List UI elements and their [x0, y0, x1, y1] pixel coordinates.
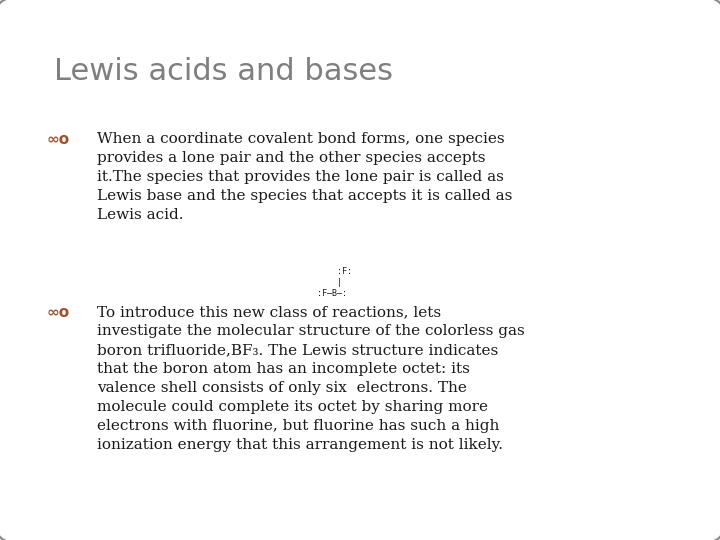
- Text: Lewis acids and bases: Lewis acids and bases: [54, 57, 393, 86]
- Text: When a coordinate covalent bond forms, one species
provides a lone pair and the : When a coordinate covalent bond forms, o…: [97, 132, 513, 222]
- Text: To introduce this new class of reactions, lets
investigate the molecular structu: To introduce this new class of reactions…: [97, 305, 525, 452]
- Text: ∞o: ∞o: [47, 132, 70, 147]
- Text: :F:
    |
:F—B—:: :F: | :F—B—:: [317, 267, 352, 299]
- Text: ∞o: ∞o: [47, 305, 70, 320]
